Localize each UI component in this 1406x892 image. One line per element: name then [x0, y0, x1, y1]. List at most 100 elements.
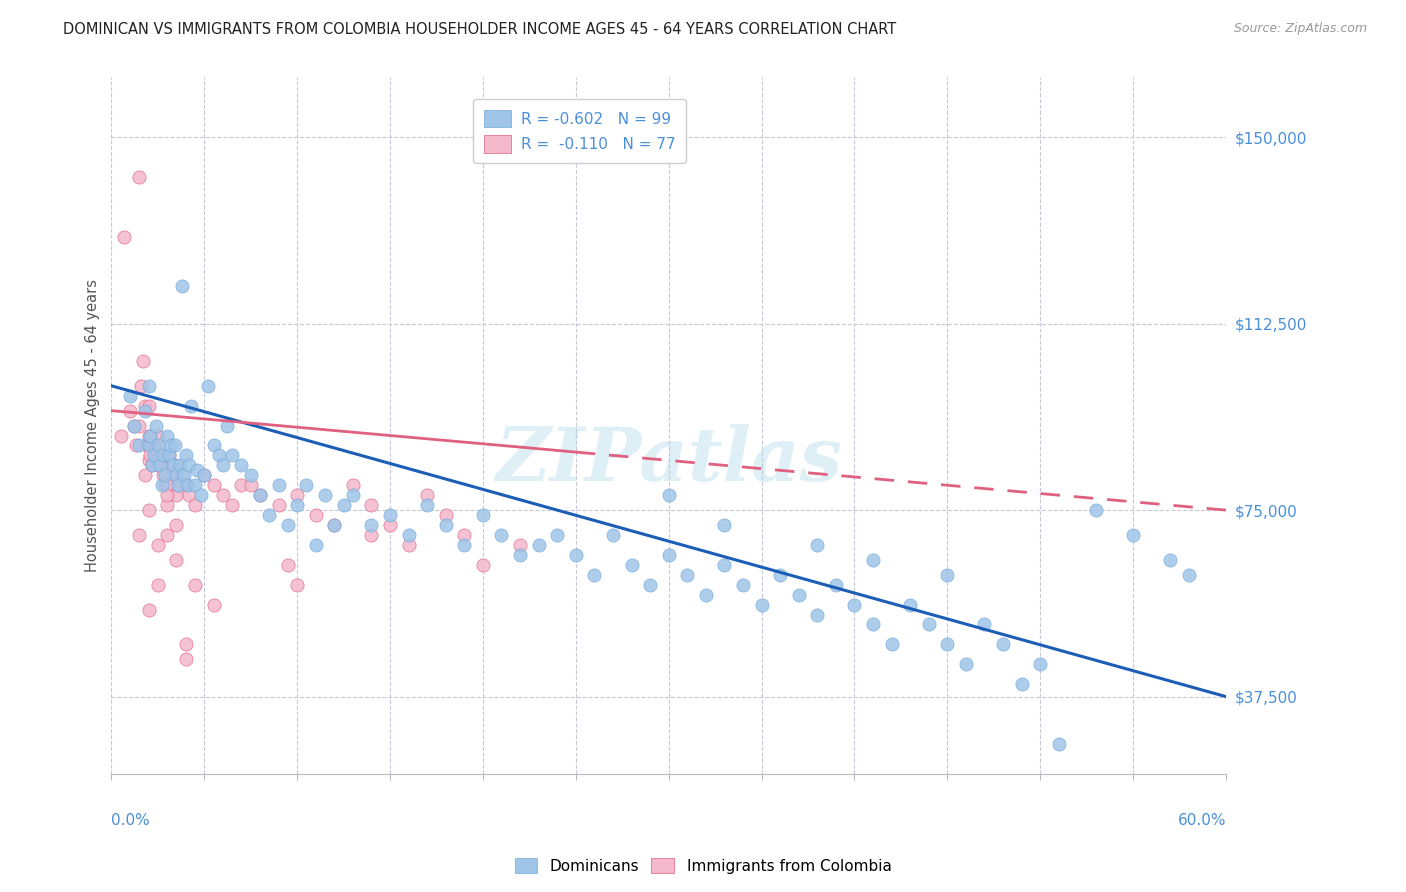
Point [416, 498, 439, 512]
Point [416, 488, 439, 502]
Point [471, 508, 494, 522]
Text: 0.0%: 0.0% [111, 814, 150, 829]
Point [1122, 528, 1144, 542]
Point [165, 553, 187, 567]
Point [378, 508, 401, 522]
Point [314, 488, 336, 502]
Point [844, 598, 866, 612]
Point [565, 548, 588, 562]
Point [471, 558, 494, 572]
Point [139, 428, 162, 442]
Point [285, 498, 308, 512]
Point [179, 458, 201, 473]
Point [713, 558, 735, 572]
Point [179, 488, 201, 502]
Point [110, 428, 132, 442]
Point [620, 558, 643, 572]
Point [285, 488, 308, 502]
Point [231, 478, 253, 492]
Text: ZIPatlas: ZIPatlas [495, 424, 842, 497]
Point [527, 538, 550, 552]
Point [239, 468, 262, 483]
Point [190, 488, 212, 502]
Legend: Dominicans, Immigrants from Colombia: Dominicans, Immigrants from Colombia [509, 852, 897, 880]
Point [128, 528, 150, 542]
Point [173, 468, 195, 483]
Text: 60.0%: 60.0% [1177, 814, 1226, 829]
Point [360, 518, 382, 533]
Point [973, 617, 995, 632]
Point [208, 449, 231, 463]
Y-axis label: Householder Income Ages 45 - 64 years: Householder Income Ages 45 - 64 years [86, 279, 100, 572]
Point [583, 567, 606, 582]
Point [955, 657, 977, 672]
Point [146, 453, 169, 467]
Point [249, 488, 271, 502]
Point [152, 468, 174, 483]
Point [658, 548, 681, 562]
Point [202, 438, 225, 452]
Point [134, 468, 156, 483]
Point [165, 468, 187, 483]
Point [156, 528, 179, 542]
Point [138, 399, 160, 413]
Point [129, 378, 152, 392]
Point [731, 578, 754, 592]
Point [138, 503, 160, 517]
Point [1029, 657, 1052, 672]
Point [186, 463, 208, 477]
Point [713, 518, 735, 533]
Point [143, 438, 166, 452]
Point [155, 478, 177, 492]
Point [193, 468, 215, 483]
Point [157, 449, 180, 463]
Point [167, 478, 190, 492]
Point [1159, 553, 1181, 567]
Point [135, 438, 157, 452]
Point [212, 488, 235, 502]
Point [139, 449, 162, 463]
Point [898, 598, 921, 612]
Point [138, 602, 160, 616]
Point [434, 518, 457, 533]
Point [134, 403, 156, 417]
Point [267, 478, 290, 492]
Point [128, 418, 150, 433]
Point [124, 438, 146, 452]
Point [695, 588, 717, 602]
Point [751, 598, 773, 612]
Point [249, 488, 271, 502]
Point [221, 498, 243, 512]
Point [1178, 567, 1201, 582]
Point [1011, 677, 1033, 691]
Point [231, 458, 253, 473]
Point [184, 478, 207, 492]
Point [360, 528, 382, 542]
Point [332, 498, 354, 512]
Point [143, 449, 166, 463]
Point [156, 428, 179, 442]
Legend: R = -0.602   N = 99, R =  -0.110   N = 77: R = -0.602 N = 99, R = -0.110 N = 77 [474, 99, 686, 163]
Point [787, 588, 810, 602]
Point [146, 578, 169, 592]
Point [165, 488, 187, 502]
Point [509, 548, 531, 562]
Point [378, 518, 401, 533]
Point [305, 538, 328, 552]
Point [197, 378, 219, 392]
Point [150, 453, 173, 467]
Point [156, 478, 179, 492]
Point [160, 478, 183, 492]
Point [453, 538, 475, 552]
Point [546, 528, 568, 542]
Point [138, 438, 160, 452]
Point [267, 498, 290, 512]
Point [295, 478, 318, 492]
Point [141, 458, 163, 473]
Point [862, 617, 884, 632]
Point [149, 449, 172, 463]
Point [156, 458, 179, 473]
Point [162, 468, 184, 483]
Point [602, 528, 624, 542]
Text: Source: ZipAtlas.com: Source: ZipAtlas.com [1233, 22, 1367, 36]
